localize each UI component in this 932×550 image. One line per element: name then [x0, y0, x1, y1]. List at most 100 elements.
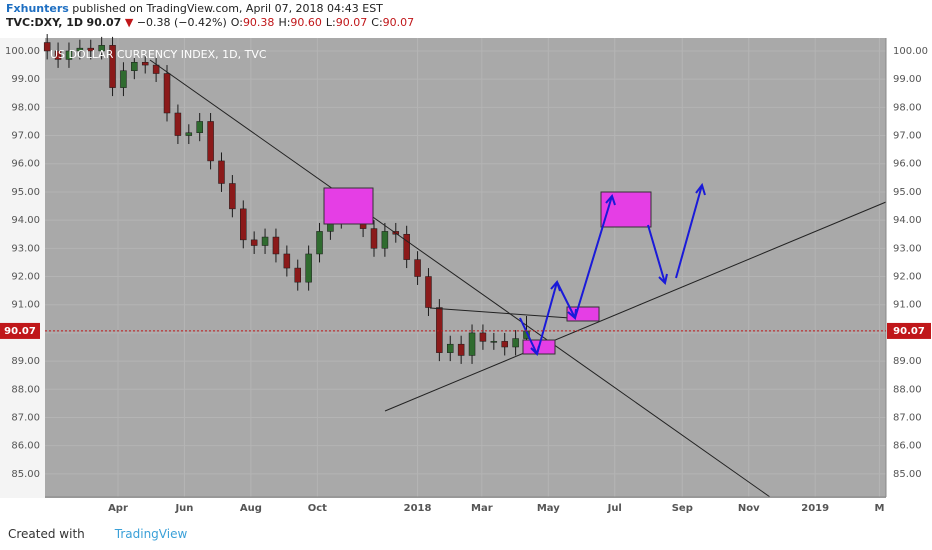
y-tick-label: 94.00 [893, 215, 922, 226]
body [425, 276, 432, 308]
footer: Created with TradingView [8, 527, 187, 541]
body [76, 47, 84, 52]
y-tick-label: 86.00 [11, 441, 40, 452]
body [294, 267, 301, 283]
symbol: TVC:DXY, 1D [6, 16, 84, 29]
y-tick-label: 98.00 [11, 102, 40, 113]
body [131, 61, 138, 71]
body [305, 253, 312, 283]
price-label: 90.07 [4, 326, 36, 337]
y-tick-label: 88.00 [11, 384, 40, 395]
body [261, 236, 269, 246]
y-tick-label: 93.00 [893, 243, 922, 254]
body [501, 341, 508, 348]
x-tick-label: Sep [672, 503, 693, 514]
body [54, 50, 62, 60]
y-tick-label: 99.00 [893, 74, 922, 85]
trendline [149, 59, 771, 498]
chart: US DOLLAR CURRENCY INDEX, 1D, TVC 85.00 8… [0, 34, 931, 514]
x-tick-label: Oct [308, 503, 327, 514]
price-tag [887, 322, 931, 339]
body [240, 208, 247, 241]
ohlc-label: O: [230, 16, 243, 29]
y-tick-label: 89.00 [893, 356, 922, 367]
ohlc-label: H: [278, 16, 291, 29]
arrow [574, 194, 616, 319]
x-tick-label: Mar [471, 503, 493, 514]
trendline [384, 201, 887, 412]
y-tick-label: 93.00 [11, 243, 40, 254]
author[interactable]: Fxhunters [6, 2, 69, 15]
chart-title: US DOLLAR CURRENCY INDEX, 1D, TVC [50, 48, 267, 61]
published: published on TradingView.com, April 07, … [72, 2, 383, 15]
price-label: 90.07 [893, 326, 925, 337]
body [141, 61, 149, 66]
body [512, 338, 519, 348]
zone [323, 187, 374, 225]
arrow: ▼ [124, 16, 134, 29]
change: −0.38 (−0.42%) [136, 16, 227, 29]
y-tick-label: 92.00 [893, 272, 922, 283]
y-tick-label: 91.00 [893, 300, 922, 311]
y-tick-label: 98.00 [893, 102, 922, 113]
y-tick-label: 94.00 [11, 215, 40, 226]
y-tick-label: 92.00 [11, 272, 40, 283]
x-tick-label: May [537, 503, 560, 514]
y-tick-label: 91.00 [11, 300, 40, 311]
body [370, 228, 378, 249]
left-axis-bg [0, 38, 45, 498]
body [414, 259, 421, 277]
arrow [675, 182, 706, 279]
last: 90.07 [86, 16, 122, 29]
body [272, 236, 280, 255]
drawings [149, 59, 887, 498]
ohlc-value: 90.07 [335, 16, 368, 29]
body [490, 341, 498, 343]
y-tick-label: 100.00 [5, 46, 40, 57]
y-tick-label: 96.00 [893, 159, 922, 170]
x-tick-label: Jul [607, 503, 622, 514]
x-tick-label: Aug [240, 503, 262, 514]
body [43, 42, 51, 52]
ohlc-label: C: [371, 16, 383, 29]
y-tick-label: 95.00 [11, 187, 40, 198]
x-tick-label: Jun [174, 503, 193, 514]
body [98, 45, 105, 52]
created: Created with [8, 527, 85, 541]
y-tick-label: 96.00 [11, 159, 40, 170]
body [109, 45, 116, 88]
body [316, 231, 323, 255]
body [446, 343, 454, 353]
quote-line: TVC:DXY, 1D 90.07 ▼ −0.38 (−0.42%) O:90.3… [6, 16, 414, 30]
ohlc-value: 90.60 [290, 16, 322, 29]
body [457, 343, 465, 356]
y-tick-label: 87.00 [11, 412, 40, 423]
body [283, 253, 291, 269]
body [196, 121, 203, 133]
body [163, 73, 171, 114]
body [174, 112, 182, 136]
body [207, 121, 214, 162]
body [87, 47, 95, 52]
body [403, 233, 410, 260]
ohlc-label: L: [325, 16, 336, 29]
publish-line: Fxhunters published on TradingView.com, … [6, 2, 414, 16]
body [468, 332, 476, 356]
body [152, 64, 160, 74]
y-tick-label: 85.00 [893, 469, 922, 480]
arrows [519, 182, 706, 356]
y-tick-label: 100.00 [893, 46, 928, 57]
body [65, 50, 73, 60]
plot-bg [45, 38, 886, 498]
body [479, 332, 487, 342]
body [381, 231, 389, 249]
y-tick-label: 88.00 [893, 384, 922, 395]
y-tick-label: 97.00 [893, 131, 922, 142]
x-tick-label: M [874, 503, 884, 514]
ohlc: O:90.38 H:90.60 L:90.07 C:90.07 [227, 16, 414, 29]
brand[interactable]: TradingView [114, 527, 188, 541]
header: Fxhunters published on TradingView.com, … [6, 2, 414, 30]
y-tick-label: 95.00 [893, 187, 922, 198]
body [250, 239, 258, 246]
